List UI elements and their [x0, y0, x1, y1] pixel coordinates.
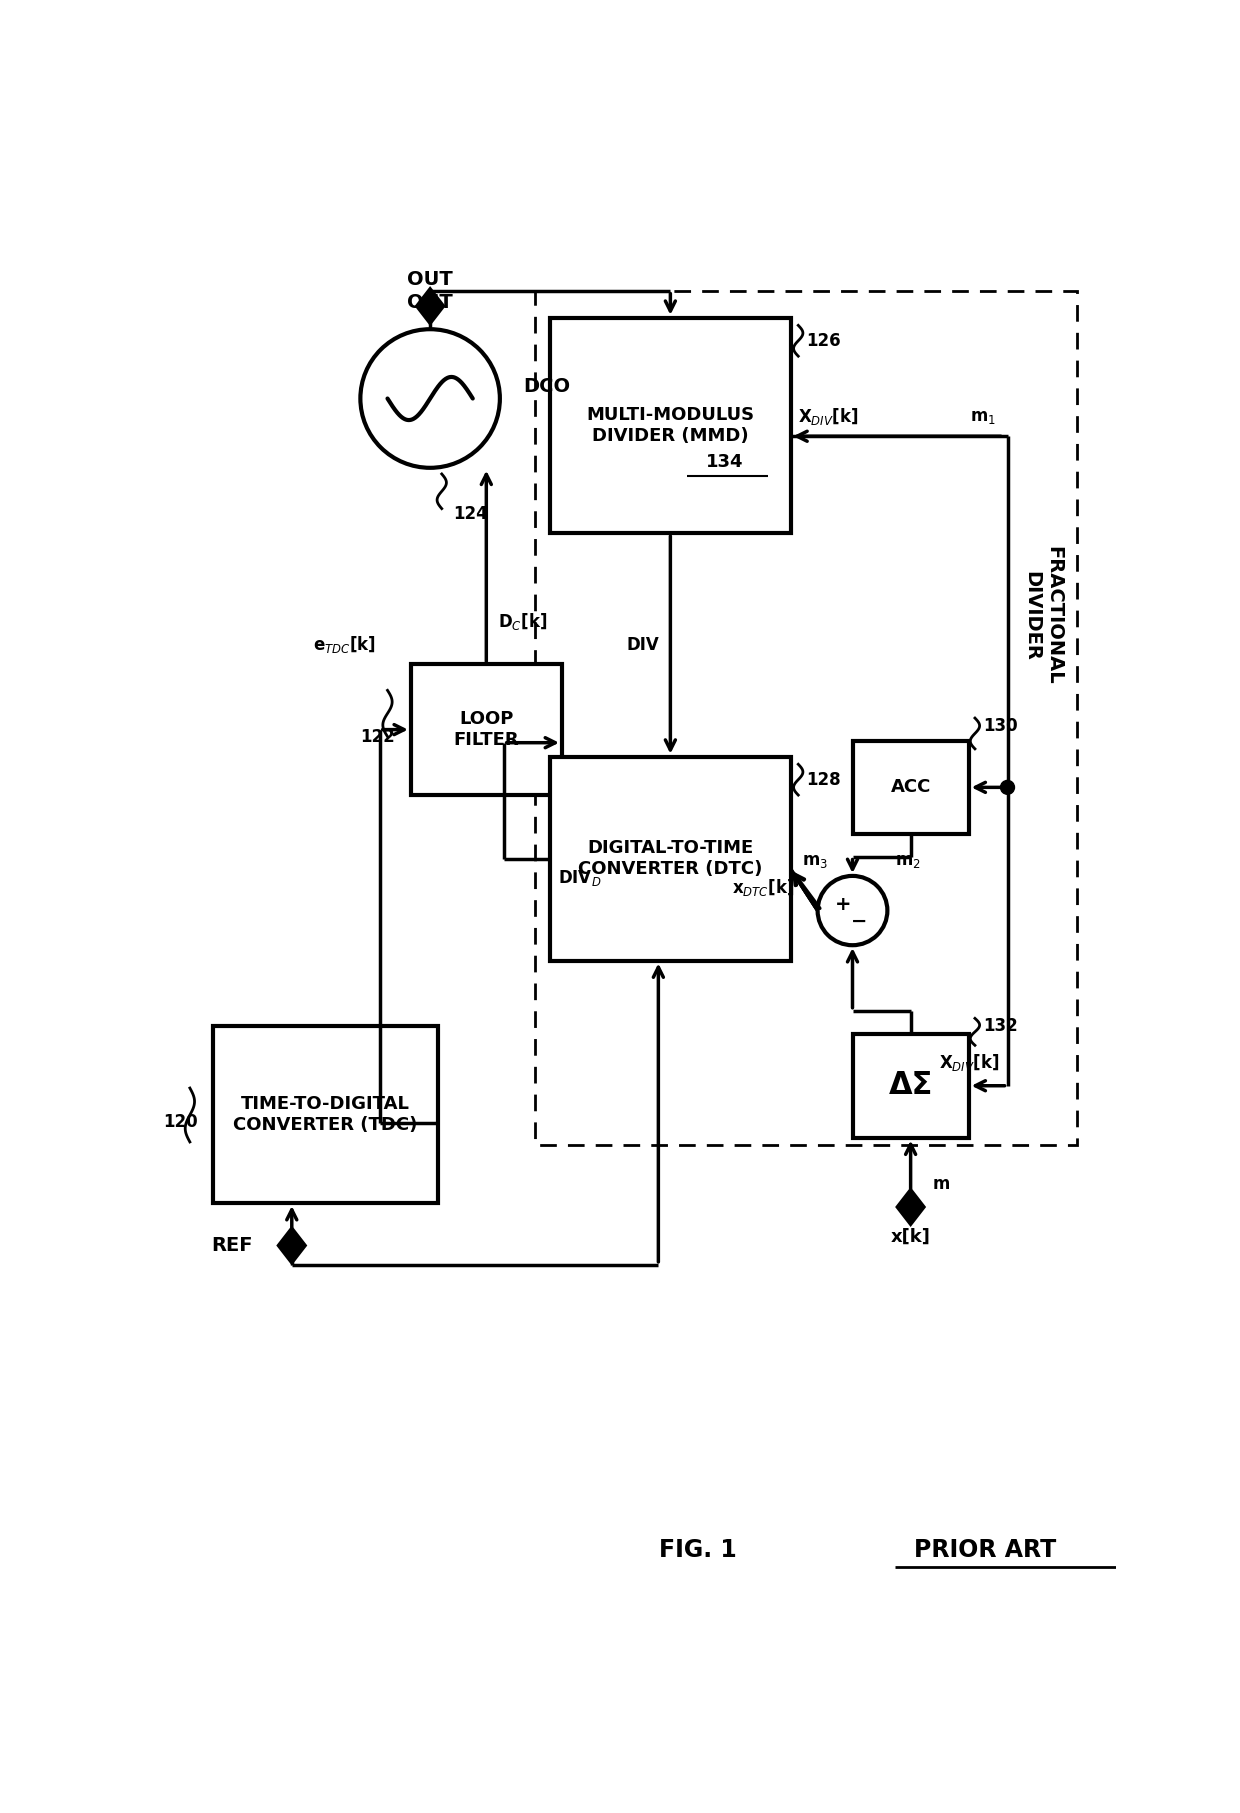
Text: ΔΣ: ΔΣ	[888, 1071, 932, 1100]
Bar	[551, 756, 791, 961]
Bar	[534, 290, 1078, 1146]
Text: 132: 132	[982, 1017, 1018, 1035]
Text: X$_{DIV}$[k]: X$_{DIV}$[k]	[939, 1052, 999, 1073]
Text: m$_2$: m$_2$	[895, 852, 921, 870]
Text: ACC: ACC	[890, 778, 931, 796]
Text: DIV: DIV	[626, 636, 658, 654]
Bar	[551, 317, 791, 533]
Text: −: −	[851, 912, 867, 930]
Text: OUT: OUT	[407, 270, 453, 288]
Bar	[853, 742, 968, 834]
Text: x[k]: x[k]	[890, 1227, 930, 1246]
Text: TIME-TO-DIGITAL
CONVERTER (TDC): TIME-TO-DIGITAL CONVERTER (TDC)	[233, 1095, 418, 1133]
Text: 122: 122	[361, 729, 396, 747]
Text: MULTI-MODULUS
DIVIDER (MMD): MULTI-MODULUS DIVIDER (MMD)	[587, 406, 754, 444]
Text: m$_3$: m$_3$	[802, 852, 828, 870]
Text: 128: 128	[806, 771, 841, 789]
Text: X$_{DIV}$[k]: X$_{DIV}$[k]	[799, 406, 859, 428]
Text: PRIOR ART: PRIOR ART	[915, 1537, 1056, 1561]
Text: +: +	[835, 896, 852, 914]
Text: DIV$_D$: DIV$_D$	[558, 868, 601, 888]
Text: 126: 126	[806, 332, 841, 350]
Bar	[853, 1033, 968, 1139]
Text: DCO: DCO	[523, 377, 570, 397]
Polygon shape	[277, 1226, 308, 1265]
Circle shape	[1001, 780, 1014, 794]
Text: x$_{DTC}$[k]: x$_{DTC}$[k]	[732, 877, 795, 897]
Text: 130: 130	[982, 716, 1017, 734]
Text: 124: 124	[454, 506, 489, 522]
Text: LOOP
FILTER: LOOP FILTER	[454, 711, 520, 749]
Polygon shape	[895, 1188, 926, 1227]
Text: FIG. 1: FIG. 1	[658, 1537, 737, 1561]
Text: m: m	[932, 1175, 950, 1193]
Bar	[410, 664, 562, 796]
Text: 120: 120	[162, 1113, 197, 1131]
Bar	[213, 1026, 438, 1204]
Text: 134: 134	[706, 453, 743, 471]
Text: e$_{TDC}$[k]: e$_{TDC}$[k]	[312, 635, 376, 656]
Text: DIGITAL-TO-TIME
CONVERTER (DTC): DIGITAL-TO-TIME CONVERTER (DTC)	[578, 839, 763, 877]
Text: OUT: OUT	[407, 292, 453, 312]
Text: REF: REF	[212, 1236, 253, 1255]
Text: m$_1$: m$_1$	[970, 408, 996, 426]
Text: D$_C$[k]: D$_C$[k]	[498, 611, 547, 633]
Polygon shape	[414, 286, 445, 326]
Text: FRACTIONAL
DIVIDER: FRACTIONAL DIVIDER	[1022, 546, 1063, 685]
